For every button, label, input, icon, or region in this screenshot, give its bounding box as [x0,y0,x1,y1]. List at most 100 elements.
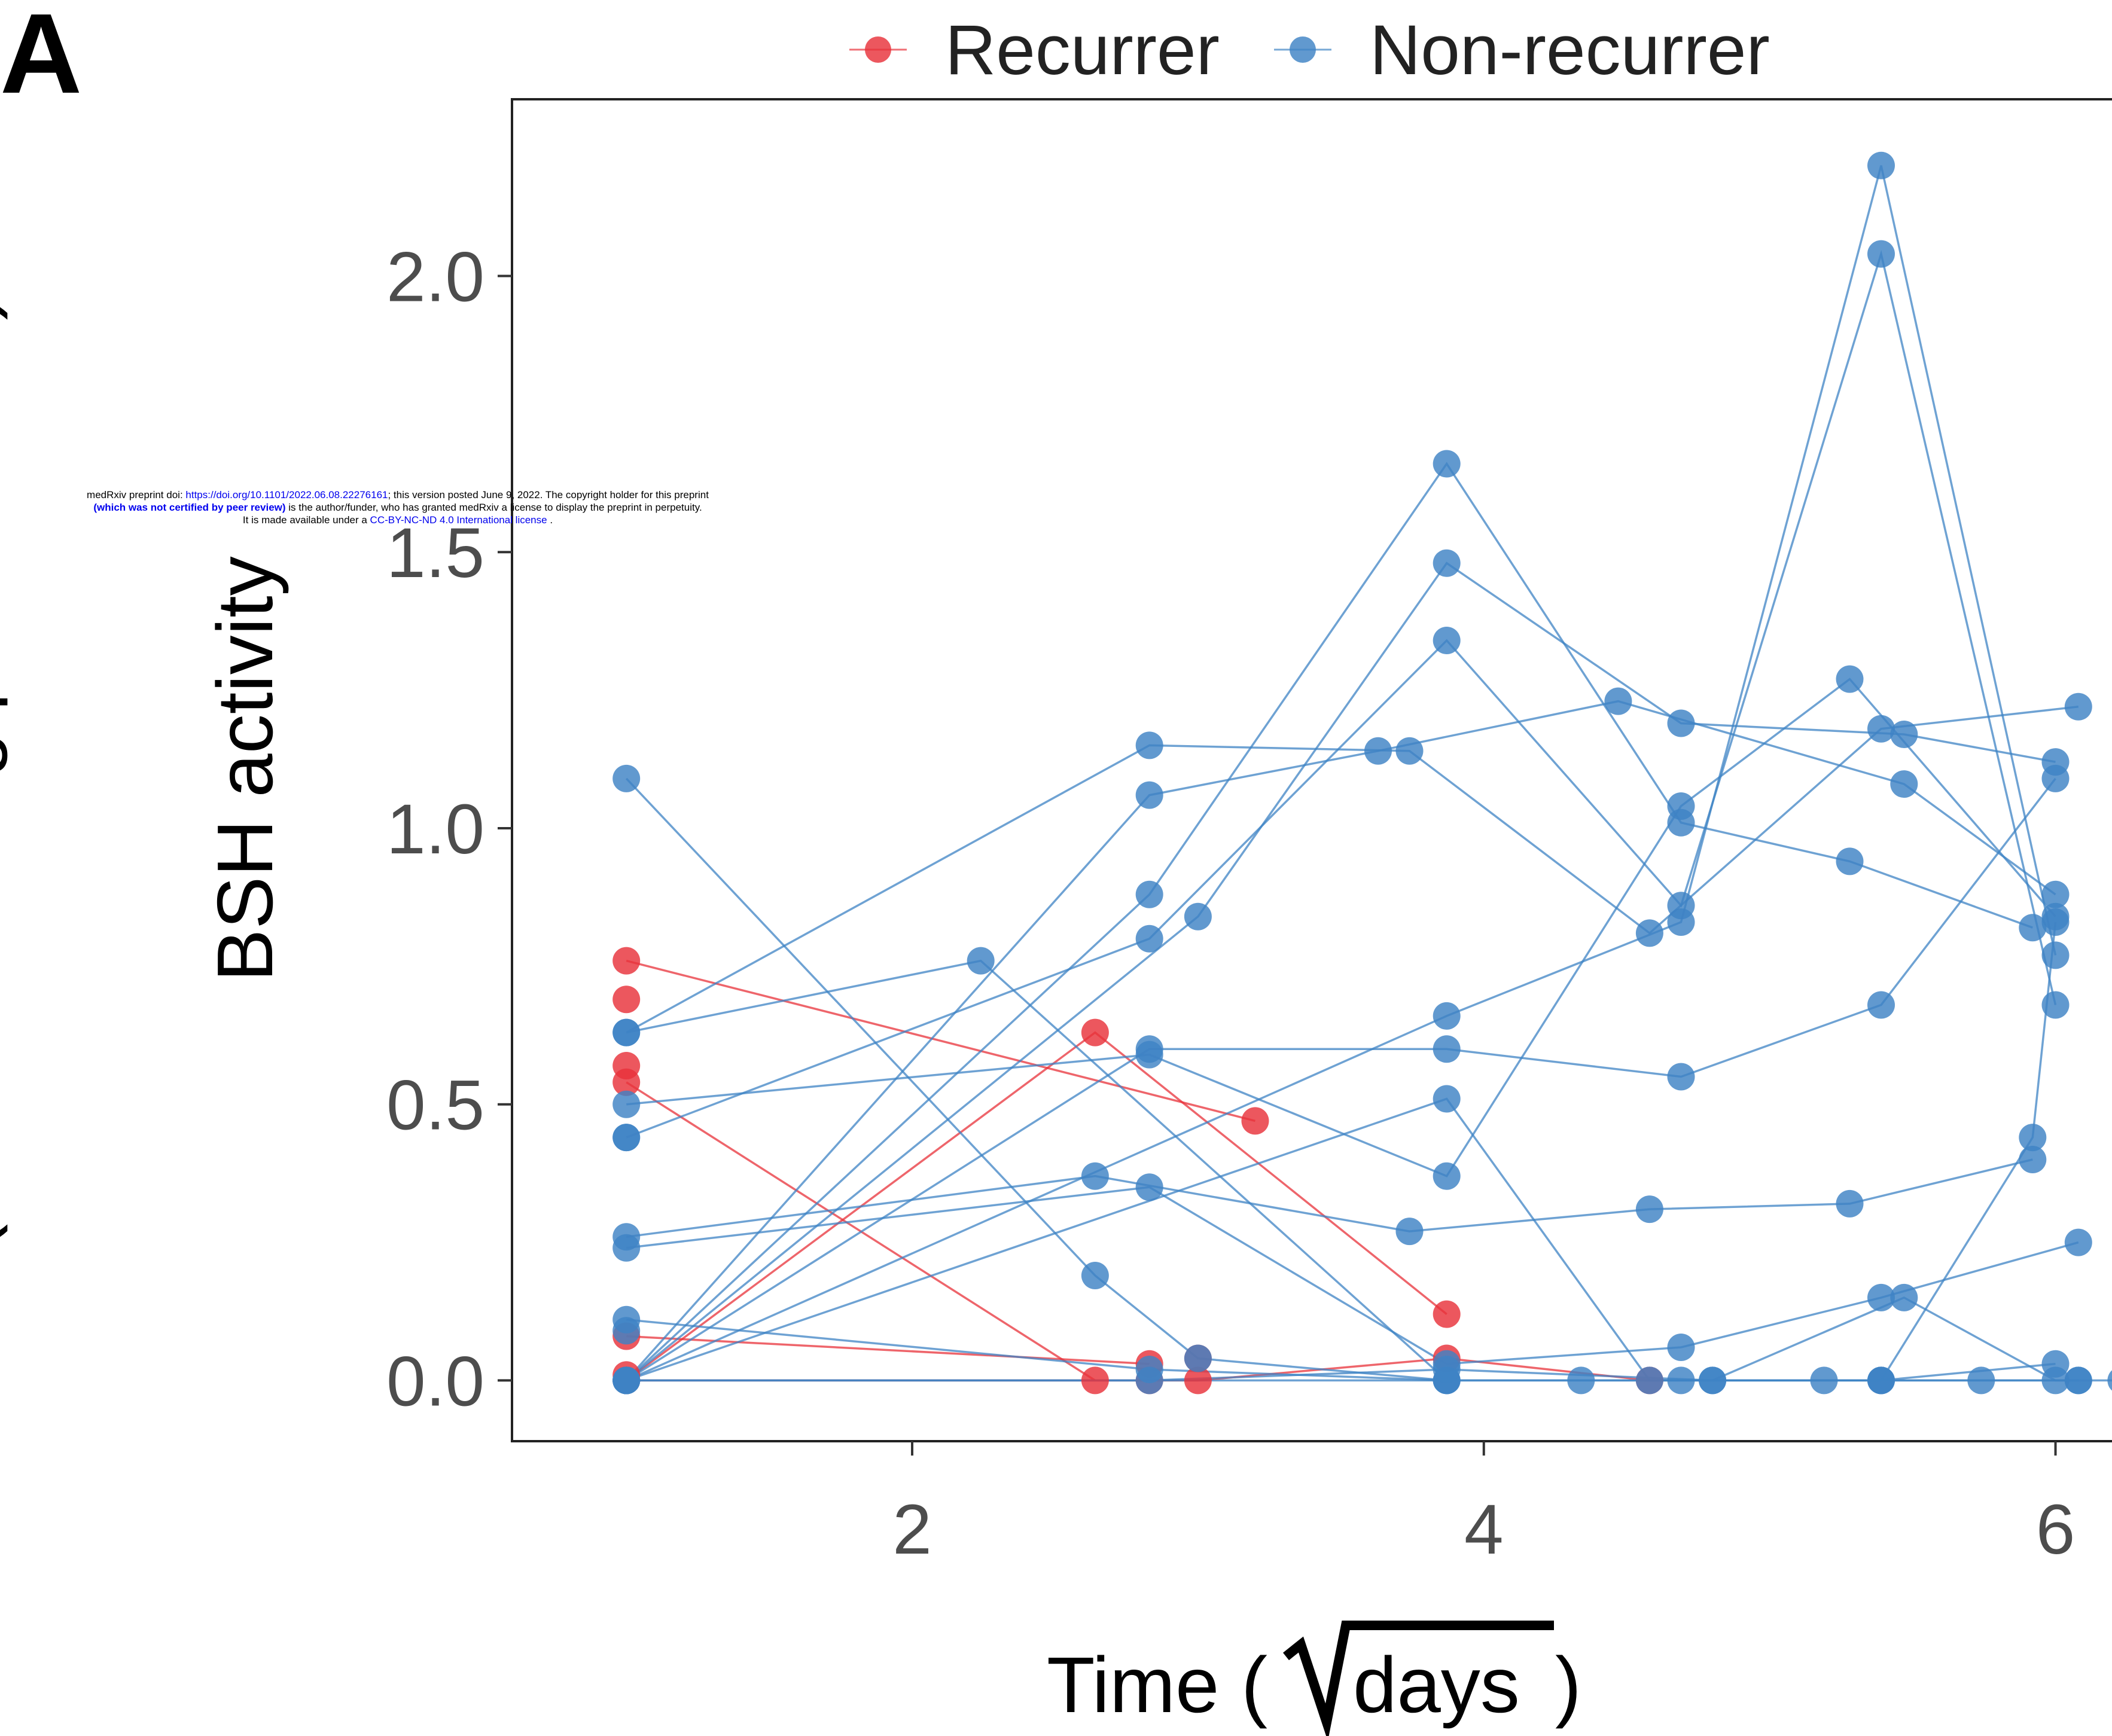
data-point-non-recurrer [2019,1124,2047,1152]
data-point-non-recurrer [1635,919,1663,947]
data-point-non-recurrer [2107,1370,2112,1391]
data-point-non-recurrer [967,947,995,975]
data-point-non-recurrer [1135,1366,1163,1395]
x-axis-title-days: days [1353,1641,1520,1729]
data-point-non-recurrer [1135,880,1163,908]
y-tick-label: 1.5 [386,514,484,593]
data-point-non-recurrer [1699,1366,1727,1395]
data-point-non-recurrer [1635,1366,1663,1395]
data-point-non-recurrer [2064,1228,2092,1256]
data-point-recurrer [612,947,641,975]
x-tick-label: 4 [1464,1490,1504,1569]
data-point-non-recurrer [612,1124,641,1152]
data-point-non-recurrer [1433,1085,1461,1113]
data-point-non-recurrer [1395,737,1424,765]
data-point-non-recurrer [2041,941,2070,969]
data-point-non-recurrer [1667,908,1695,936]
data-point-non-recurrer [1433,1002,1461,1030]
data-point-non-recurrer [612,1090,641,1118]
data-point-non-recurrer [1433,1356,1461,1383]
data-point-non-recurrer [1135,1035,1163,1063]
data-point-non-recurrer [1867,715,1895,743]
data-point-non-recurrer [1364,737,1392,765]
notice-suffix: ; this version posted June 9, 2022. The … [388,489,709,501]
data-point-recurrer [1184,1366,1212,1395]
series-line-non-recurrer [626,1158,2033,1238]
data-point-non-recurrer [1836,847,1864,875]
series-line-non-recurrer [626,1186,2079,1365]
legend: Recurrer Non-recurrer [849,11,1770,90]
series-line-non-recurrer [626,777,2056,1381]
x-axis: 2 4 6 [892,1441,2075,1569]
data-point-non-recurrer [1395,1218,1424,1246]
data-point-non-recurrer [1967,1366,1995,1395]
data-point-non-recurrer [1667,709,1695,737]
data-point-non-recurrer [1604,687,1632,715]
data-point-recurrer [1433,1300,1461,1328]
data-point-non-recurrer [1667,1063,1695,1091]
data-point-non-recurrer [612,1018,641,1047]
y-tick-label: 0.0 [386,1342,484,1421]
x-axis-title-prefix: Time ( [1047,1641,1267,1729]
series-points [612,151,2112,1395]
data-point-recurrer [1081,1018,1109,1047]
data-point-non-recurrer [612,1317,641,1345]
notice-end: . [547,514,553,526]
preprint-notice-line-2: (which was not certified by peer review)… [0,501,796,514]
data-point-non-recurrer [2041,908,2070,936]
data-point-non-recurrer [1667,1334,1695,1361]
series-line-non-recurrer [626,1296,2079,1382]
legend-label-recurrer: Recurrer [945,11,1220,90]
data-point-recurrer [1241,1107,1269,1135]
preprint-notice-line-3: It is made available under a CC-BY-NC-ND… [0,514,796,526]
data-point-non-recurrer [2019,914,2047,942]
data-point-non-recurrer [2064,692,2092,721]
data-point-non-recurrer [1135,925,1163,953]
data-point-non-recurrer [612,1366,641,1395]
y-axis-title: BSH activity (nmol DCA/mg protein/min) [0,294,289,1250]
data-point-non-recurrer [1890,770,1918,798]
data-point-non-recurrer [1567,1366,1595,1395]
x-axis-title: Time ( days ) [1047,1621,1581,1736]
data-point-non-recurrer [1135,781,1163,809]
plot-panel [511,98,2112,1442]
doi-link[interactable]: https://doi.org/10.1101/2022.06.08.22276… [185,489,388,501]
data-point-non-recurrer [1667,808,1695,837]
data-point-non-recurrer [2019,1146,2047,1173]
sqrt-symbol-icon [1283,1621,1554,1736]
x-tick-label: 2 [892,1490,932,1569]
data-point-non-recurrer [2041,880,2070,908]
y-tick-label: 1.0 [386,790,484,869]
data-point-non-recurrer [1184,1344,1212,1372]
data-point-non-recurrer [1890,1283,1918,1311]
peer-review-link[interactable]: (which was not certified by peer review) [93,502,286,513]
data-point-non-recurrer [1433,549,1461,577]
data-point-non-recurrer [1135,1173,1163,1201]
data-point-non-recurrer [1433,1035,1461,1063]
data-point-non-recurrer [1867,1366,1895,1395]
series-lines [625,165,2112,1382]
data-point-non-recurrer [1810,1366,1838,1395]
data-point-non-recurrer [1867,151,1895,179]
data-point-recurrer [612,986,641,1014]
data-point-non-recurrer [1081,1162,1109,1190]
series-line-non-recurrer [626,959,1447,1381]
data-point-recurrer [1081,1366,1109,1395]
series-line-non-recurrer [626,562,2056,1381]
data-point-non-recurrer [1867,240,1895,268]
legend-label-non-recurrer: Non-recurrer [1370,11,1770,90]
data-point-recurrer [612,1052,641,1079]
data-point-non-recurrer [612,1234,641,1262]
y-axis-title-line2: (nmol DCA/mg protein/min) [0,294,8,1250]
y-tick-label: 2.0 [386,238,484,317]
notice-available-text: It is made available under a [242,514,370,526]
series-line-non-recurrer [625,700,2056,1381]
data-point-non-recurrer [1836,665,1864,693]
series-line-recurrer [626,1031,1447,1381]
notice-license-text: is the author/funder, who has granted me… [285,502,702,513]
data-point-non-recurrer [1667,1366,1695,1395]
license-link[interactable]: CC-BY-NC-ND 4.0 International license [370,514,547,526]
series-line-recurrer [626,959,1255,1122]
preprint-notice-line-1: medRxiv preprint doi: https://doi.org/10… [0,489,796,501]
